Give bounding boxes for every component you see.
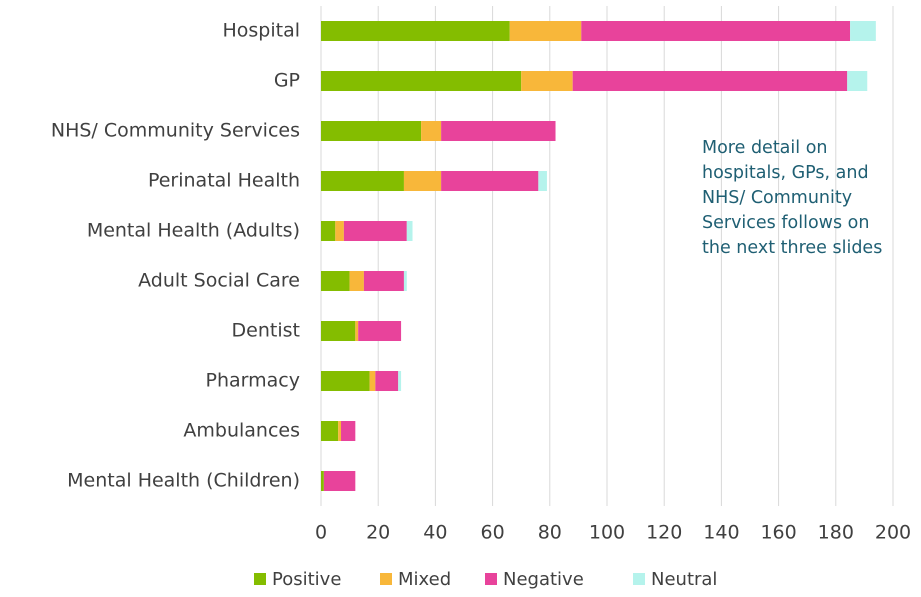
legend-swatch [485, 573, 497, 585]
bar-segment [441, 121, 556, 141]
x-tick-label: 0 [315, 522, 327, 544]
bar-segment [341, 421, 356, 441]
y-tick-label: GP [274, 70, 300, 92]
bar-segment [321, 121, 422, 141]
bar-segment [398, 371, 402, 391]
x-tick-label: 20 [366, 522, 390, 544]
legend-label: Mixed [398, 569, 451, 590]
x-tick-label: 180 [818, 522, 854, 544]
bar-segment [338, 421, 342, 441]
bar-segment [321, 171, 404, 191]
legend-swatch [633, 573, 645, 585]
y-tick-label: Dentist [232, 320, 300, 342]
x-tick-label: 80 [538, 522, 562, 544]
bar-segment [509, 21, 582, 41]
bar-segment [321, 21, 510, 41]
bar-segment [421, 121, 442, 141]
bar-segment [403, 271, 407, 291]
bar-segment [369, 371, 376, 391]
annotation: NHS/ Community [702, 188, 852, 208]
bar-segment [441, 171, 539, 191]
annotation: More detail on [702, 138, 828, 158]
bar-segment [321, 71, 522, 91]
bar-segment [358, 321, 402, 341]
y-tick-label: NHS/ Community Services [51, 120, 300, 142]
bar-segment [321, 321, 356, 341]
x-tick-label: 200 [875, 522, 911, 544]
bar-segment [321, 271, 350, 291]
bar-segment [321, 421, 339, 441]
x-tick-label: 40 [423, 522, 447, 544]
bar-segment [323, 471, 356, 491]
y-tick-label: Mental Health (Adults) [87, 220, 300, 242]
bar-segment [335, 221, 344, 241]
legend-label: Positive [272, 569, 341, 590]
bar-segment [375, 371, 399, 391]
y-tick-label: Adult Social Care [138, 270, 300, 292]
x-tick-label: 120 [646, 522, 682, 544]
bar-segment [521, 71, 573, 91]
annotation: hospitals, GPs, and [702, 163, 869, 183]
bar-segment [538, 171, 547, 191]
bar-segment [343, 221, 407, 241]
x-tick-label: 140 [703, 522, 739, 544]
bar-segment [321, 471, 324, 491]
bar-segment [355, 321, 359, 341]
y-tick-label: Ambulances [183, 420, 300, 442]
y-tick-label: Hospital [222, 20, 300, 42]
bar-segment [572, 71, 848, 91]
bar-segment [406, 221, 413, 241]
y-tick-label: Perinatal Health [148, 170, 300, 192]
bar-segment [847, 71, 868, 91]
x-tick-label: 100 [589, 522, 625, 544]
legend-label: Neutral [651, 569, 717, 590]
bar-segment [581, 21, 851, 41]
annotation: the next three slides [702, 238, 882, 258]
bar-segment [349, 271, 364, 291]
bar-segment [403, 171, 442, 191]
legend-swatch [254, 573, 266, 585]
y-tick-label: Pharmacy [206, 370, 300, 392]
x-tick-label: 160 [760, 522, 796, 544]
legend-label: Negative [503, 569, 584, 590]
bar-segment [850, 21, 876, 41]
y-tick-label: Mental Health (Children) [67, 470, 300, 492]
bar-segment [363, 271, 404, 291]
annotation: Services follows on [702, 213, 869, 233]
bar-segment [321, 371, 370, 391]
x-tick-label: 60 [481, 522, 505, 544]
bar-segment [321, 221, 336, 241]
legend-swatch [380, 573, 392, 585]
